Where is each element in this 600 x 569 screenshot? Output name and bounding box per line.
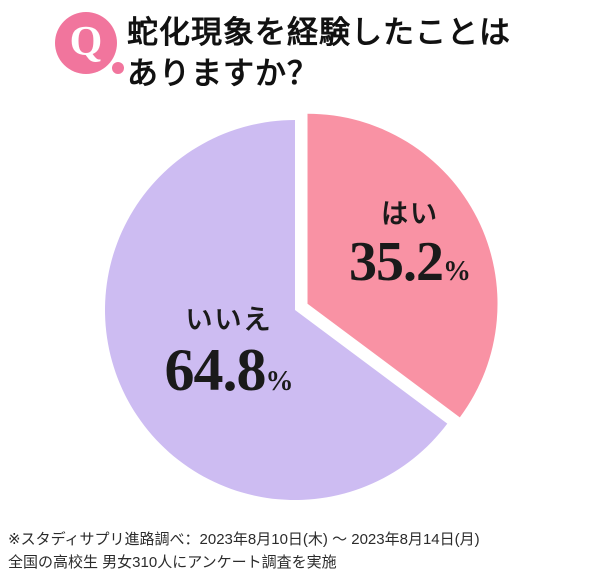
footnote-line-2: 全国の高校生 男女310人にアンケート調査を実施 [8, 554, 337, 569]
slice-yes-value: 35.2% [349, 231, 471, 293]
pie-chart [85, 100, 505, 520]
footnote: ※スタディサプリ進路調べ：2023年8月10日(木) ～ 2023年8月14日(… [8, 528, 480, 569]
percent-sign-no: % [265, 366, 294, 397]
pie-chart-svg [105, 113, 498, 500]
page-title-line-2: ありますか？ [127, 56, 319, 91]
pie-slice-1 [105, 120, 448, 500]
slice-no-value: 64.8% [164, 337, 294, 403]
question-badge-letter: Q [69, 19, 103, 65]
percent-sign-yes: % [443, 256, 471, 287]
slice-label-yes: はい 35.2% [318, 192, 502, 292]
footnote-line-1: ※スタディサプリ進路調べ：2023年8月10日(木) ～ 2023年8月14日(… [8, 531, 480, 548]
page-title-line-1: 蛇化現象を経験したことは [127, 15, 511, 50]
pie-slice-0 [307, 113, 498, 418]
slice-yes-category: はい [381, 199, 439, 229]
slice-no-category: いいえ [185, 305, 273, 335]
slice-label-no: いいえ 64.8% [122, 298, 336, 402]
question-badge: Q [55, 12, 117, 74]
question-badge-period-dot [112, 62, 124, 74]
page-title: 蛇化現象を経験したことは ありますか？ [127, 12, 511, 94]
